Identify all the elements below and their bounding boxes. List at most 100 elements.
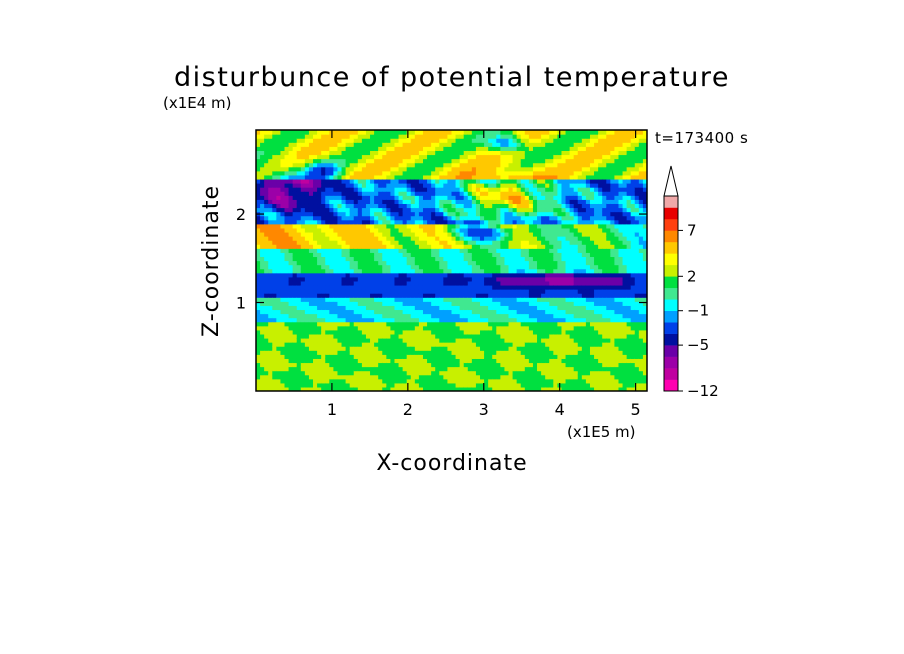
- field-cell: [414, 219, 420, 225]
- field-cell: [447, 191, 453, 196]
- field-cell: [378, 284, 383, 290]
- field-cell: [264, 301, 269, 306]
- field-cell: [561, 329, 567, 335]
- field-cell: [553, 223, 558, 229]
- field-cell: [313, 207, 318, 213]
- field-cell: [467, 382, 473, 388]
- field-cell: [484, 362, 489, 368]
- field-cell: [431, 130, 436, 135]
- field-cell: [308, 321, 314, 327]
- field-cell: [280, 325, 286, 331]
- field-cell: [406, 150, 412, 156]
- field-cell: [508, 187, 514, 192]
- field-cell: [463, 346, 469, 351]
- field-cell: [386, 236, 391, 241]
- field-cell: [288, 170, 294, 176]
- field-cell: [496, 203, 501, 209]
- field-cell: [398, 366, 404, 372]
- field-cell: [284, 231, 290, 237]
- field-cell: [308, 289, 314, 294]
- field-cell: [345, 382, 351, 388]
- field-cell: [488, 321, 493, 327]
- field-cell: [292, 227, 298, 233]
- field-cell: [467, 199, 473, 205]
- field-cell: [341, 276, 347, 282]
- field-cell: [500, 260, 506, 266]
- field-cell: [272, 325, 277, 331]
- field-cell: [447, 134, 453, 139]
- field-cell: [300, 252, 306, 258]
- field-cell: [345, 174, 351, 180]
- field-cell: [414, 191, 420, 196]
- field-cell: [304, 346, 310, 351]
- field-cell: [565, 178, 571, 184]
- field-cell: [488, 207, 493, 213]
- field-cell: [313, 382, 318, 388]
- field-cell: [276, 272, 282, 278]
- field-cell: [268, 211, 273, 217]
- field-cell: [374, 240, 379, 245]
- field-cell: [288, 244, 294, 249]
- field-cell: [365, 244, 371, 249]
- field-cell: [378, 386, 383, 391]
- field-cell: [561, 378, 567, 384]
- field-cell: [528, 158, 534, 164]
- field-cell: [370, 207, 375, 213]
- field-cell: [268, 382, 273, 388]
- field-cell: [488, 329, 493, 335]
- field-cell: [516, 358, 522, 364]
- field-cell: [508, 289, 514, 294]
- field-cell: [337, 276, 343, 282]
- field-cell: [288, 183, 294, 188]
- field-cell: [553, 309, 558, 315]
- field-cell: [443, 337, 449, 343]
- field-cell: [459, 207, 465, 213]
- field-cell: [402, 256, 408, 262]
- field-cell: [569, 325, 575, 331]
- field-cell: [471, 130, 477, 135]
- field-cell: [325, 138, 330, 143]
- field-cell: [475, 382, 481, 388]
- field-cell: [528, 187, 534, 192]
- field-cell: [410, 142, 416, 147]
- field-cell: [475, 211, 481, 217]
- field-cell: [431, 256, 436, 262]
- field-cell: [496, 346, 501, 351]
- field-cell: [427, 268, 432, 274]
- field-cell: [317, 358, 322, 364]
- field-cell: [300, 134, 306, 139]
- field-cell: [378, 244, 383, 249]
- field-cell: [532, 219, 538, 225]
- field-cell: [288, 350, 294, 355]
- field-cell: [365, 382, 371, 388]
- field-cell: [414, 350, 420, 355]
- field-cell: [557, 284, 563, 290]
- field-cell: [492, 187, 497, 192]
- field-cell: [280, 280, 286, 286]
- field-cell: [418, 211, 424, 217]
- field-cell: [504, 203, 510, 209]
- field-cell: [512, 317, 518, 323]
- field-cell: [549, 313, 554, 319]
- field-cell: [459, 309, 465, 315]
- field-cell: [435, 305, 440, 311]
- field-cell: [313, 366, 318, 372]
- field-cell: [272, 195, 277, 200]
- field-cell: [361, 374, 367, 380]
- field-cell: [308, 333, 314, 339]
- field-cell: [537, 342, 542, 347]
- field-cell: [386, 150, 391, 156]
- field-cell: [414, 346, 420, 351]
- field-cell: [341, 256, 347, 262]
- field-cell: [410, 297, 416, 302]
- field-cell: [402, 142, 408, 147]
- field-cell: [345, 142, 351, 147]
- field-cell: [296, 256, 302, 262]
- field-cell: [427, 321, 432, 327]
- field-cell: [496, 236, 501, 241]
- field-cell: [480, 305, 485, 311]
- field-cell: [353, 346, 359, 351]
- field-cell: [553, 284, 558, 290]
- field-cell: [394, 138, 400, 143]
- field-cell: [256, 162, 261, 168]
